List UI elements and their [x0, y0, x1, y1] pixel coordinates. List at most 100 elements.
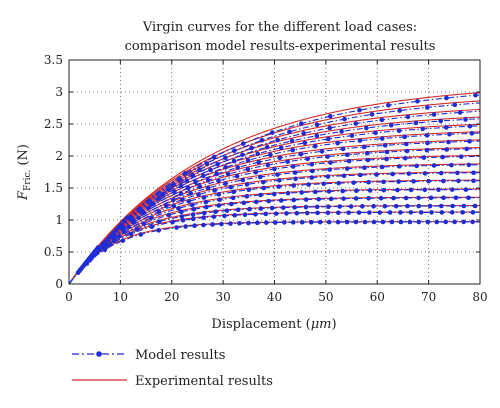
model-marker — [402, 134, 407, 140]
model-marker — [291, 197, 297, 203]
model-marker — [178, 183, 184, 189]
model-marker — [223, 165, 228, 170]
model-marker — [440, 154, 445, 160]
model-marker — [335, 210, 341, 216]
chart-title-line-1: Virgin curves for the different load cas… — [142, 20, 417, 35]
model-marker — [231, 189, 237, 195]
model-marker — [313, 189, 318, 195]
model-marker — [438, 170, 444, 176]
experimental-curve-11 — [68, 139, 481, 285]
model-marker — [341, 173, 347, 179]
model-marker — [326, 204, 331, 209]
model-marker — [389, 219, 395, 225]
model-marker — [446, 139, 451, 145]
model-marker — [196, 192, 201, 197]
model-marker — [217, 197, 222, 203]
model-marker — [464, 146, 469, 152]
model-marker — [292, 170, 298, 175]
model-marker — [310, 168, 315, 174]
model-marker — [414, 163, 420, 169]
model-marker — [188, 191, 193, 196]
model-marker — [245, 158, 251, 163]
model-marker — [344, 166, 350, 171]
model-marker — [259, 138, 265, 143]
model-marker — [102, 247, 108, 253]
model-marker — [232, 212, 238, 218]
model-marker — [306, 182, 312, 187]
model-marker — [463, 117, 468, 122]
model-curve-15 — [68, 110, 481, 285]
x-tick-labels: 0 10 20 30 40 50 60 70 80 — [65, 290, 487, 304]
y-tick-label: 3 — [55, 85, 63, 99]
model-curve-6 — [68, 180, 481, 285]
model-marker — [326, 219, 332, 225]
model-marker — [253, 199, 259, 205]
model-marker — [278, 198, 284, 203]
model-marker — [124, 215, 130, 221]
model-marker — [171, 203, 177, 209]
model-marker — [111, 238, 117, 244]
model-marker — [319, 149, 325, 154]
model-marker — [245, 166, 251, 172]
model-marker — [126, 224, 132, 230]
model-curve-10 — [68, 148, 481, 285]
model-marker — [266, 198, 272, 204]
model-marker — [328, 113, 333, 119]
model-curve-17 — [68, 94, 481, 285]
model-marker — [225, 171, 231, 177]
model-marker — [460, 210, 465, 215]
model-marker — [358, 172, 363, 178]
model-marker — [424, 147, 430, 153]
x-tick-label: 50 — [318, 290, 333, 304]
model-marker — [156, 196, 161, 202]
model-marker — [184, 178, 190, 184]
model-marker — [244, 194, 250, 199]
model-marker — [473, 92, 478, 98]
model-marker — [429, 210, 434, 215]
model-marker — [431, 112, 437, 117]
y-axis-label: FFric. (N) — [16, 144, 33, 201]
model-marker — [203, 199, 209, 205]
model-marker — [197, 184, 203, 189]
model-marker — [303, 197, 309, 202]
model-marker — [197, 167, 202, 173]
model-marker — [208, 167, 213, 173]
model-marker — [211, 214, 217, 219]
model-marker — [228, 201, 234, 207]
model-marker — [148, 215, 154, 221]
y-tick-label: 1 — [55, 213, 63, 227]
model-marker — [309, 162, 315, 167]
model-marker — [381, 179, 386, 185]
model-marker — [371, 203, 376, 209]
model-marker — [202, 210, 207, 216]
model-marker — [156, 228, 161, 233]
model-marker — [223, 181, 228, 186]
model-marker — [426, 178, 431, 184]
model-marker — [425, 219, 431, 225]
model-marker — [246, 187, 252, 193]
model-marker — [348, 204, 354, 209]
model-marker — [443, 219, 449, 225]
model-marker — [367, 210, 372, 215]
model-marker — [230, 195, 236, 201]
y-tick-label: 3.5 — [44, 53, 63, 67]
model-marker — [398, 210, 403, 215]
model-marker — [470, 210, 476, 215]
model-marker — [281, 220, 287, 225]
model-marker — [287, 129, 292, 135]
model-marker — [277, 155, 283, 161]
model-marker — [349, 133, 355, 138]
legend-model-label: Model results — [135, 348, 225, 363]
model-curve-7 — [68, 172, 481, 285]
model-marker — [118, 222, 124, 227]
model-marker — [384, 149, 390, 155]
model-marker — [388, 122, 394, 128]
model-marker — [134, 227, 139, 232]
model-marker — [416, 219, 422, 225]
model-marker — [369, 112, 375, 117]
model-marker — [396, 128, 402, 134]
model-marker — [441, 178, 446, 184]
model-marker — [255, 151, 260, 157]
model-marker — [449, 162, 454, 168]
model-curve-14 — [68, 118, 481, 285]
